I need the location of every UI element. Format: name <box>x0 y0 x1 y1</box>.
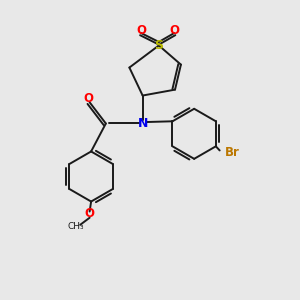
Text: O: O <box>136 24 146 37</box>
Text: CH₃: CH₃ <box>68 222 84 231</box>
Text: O: O <box>83 92 93 105</box>
Text: N: N <box>137 117 148 130</box>
Text: Br: Br <box>225 146 239 159</box>
Text: O: O <box>85 207 94 220</box>
Text: O: O <box>169 24 179 37</box>
Text: S: S <box>154 39 163 52</box>
